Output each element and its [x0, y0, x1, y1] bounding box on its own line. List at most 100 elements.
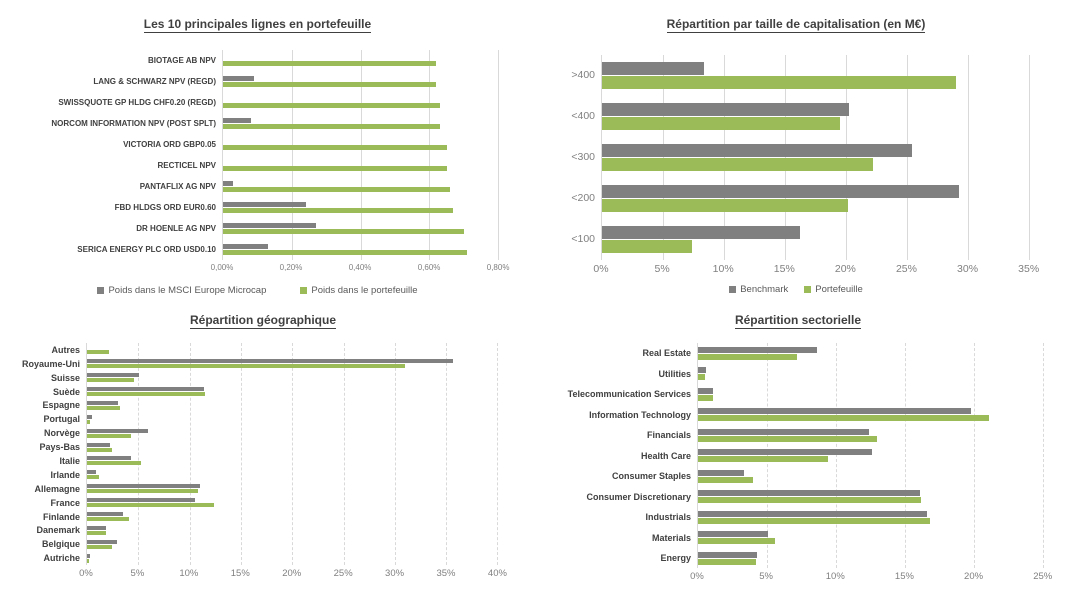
bar-group: [223, 71, 505, 92]
bar-benchmark: [87, 539, 117, 544]
x-axis: 0% 5% 10% 15% 20% 25% 30% 35%: [593, 262, 1047, 276]
category-label: Autriche: [43, 553, 80, 564]
bar-group: [223, 176, 505, 197]
bar-portfolio: [223, 81, 437, 87]
bar-portfolio: [223, 207, 454, 213]
bar-portfolio: [602, 75, 956, 89]
bar-group: [87, 454, 518, 468]
bar-portfolio: [602, 198, 849, 212]
x-tick-label: 5%: [130, 568, 145, 580]
bar-benchmark: [87, 400, 118, 405]
bar-group: [87, 551, 518, 565]
bar-benchmark: [223, 201, 306, 207]
bar-benchmark: [87, 484, 200, 489]
x-tick-label: 20%: [282, 568, 302, 580]
category-axis: Real Estate Utilities Telecommunication Se…: [545, 343, 697, 569]
bar-benchmark: [87, 512, 123, 517]
bar-group: [87, 482, 518, 496]
chart-title: Les 10 principales lignes en portefeuill…: [143, 16, 372, 33]
gridline: [1028, 54, 1030, 260]
legend-swatch-icon: [97, 286, 105, 294]
category-label: SERICA ENERGY PLC ORD USD0.10: [77, 244, 216, 254]
gridline: [904, 342, 906, 569]
category-label: SWISSQUOTE GP HLDG CHF0.20 (REGD): [58, 97, 216, 107]
x-axis: 0% 5% 10% 15% 20% 25%: [690, 571, 1053, 584]
bar-group: [698, 466, 1051, 487]
category-label: Belgique: [41, 539, 80, 550]
x-tick-label: 25%: [895, 262, 917, 275]
x-axis: 0% 5% 10% 15% 20% 25% 30% 35% 40%: [79, 568, 518, 581]
bar-portfolio: [87, 350, 109, 355]
gridline: [292, 342, 294, 566]
x-tick-label: 40%: [487, 568, 507, 580]
category-label: Materials: [651, 532, 691, 543]
bar-group: [223, 218, 505, 239]
chart-sector: Répartition sectorielle Real Estate Utili…: [533, 295, 1067, 591]
bar-group: [87, 440, 518, 454]
bar-portfolio: [87, 364, 406, 369]
bar-portfolio: [698, 497, 922, 504]
bar-group: [698, 527, 1051, 548]
x-tick-label: 35%: [1018, 262, 1040, 275]
legend-item-benchmark: Benchmark: [729, 284, 788, 295]
bar-portfolio: [87, 503, 215, 508]
gridline: [784, 54, 786, 260]
gridline: [240, 342, 242, 566]
gridline: [723, 54, 725, 260]
bar-benchmark: [87, 442, 110, 447]
legend-label: Poids dans le MSCI Europe Microcap: [108, 284, 267, 296]
x-tick-label: 30%: [385, 568, 405, 580]
bar-benchmark: [698, 490, 920, 497]
category-axis: Autres Royaume-Uni Suisse Suède Espagne Portu…: [8, 343, 86, 565]
bar-benchmark: [698, 551, 758, 558]
x-tick-label: 0,40%: [348, 262, 372, 272]
bar-benchmark: [698, 346, 817, 353]
bar-benchmark: [87, 456, 132, 461]
category-label: PANTAFLIX AG NPV: [139, 181, 216, 191]
x-tick-label: 5%: [654, 262, 670, 275]
bar-group: [223, 92, 505, 113]
category-label: Energy: [660, 553, 691, 564]
bar-group: [602, 96, 1047, 137]
category-label: Norvège: [43, 428, 80, 439]
bar-benchmark: [87, 553, 91, 558]
gridline: [291, 49, 293, 260]
bar-group: [87, 468, 518, 482]
bar-group: [698, 384, 1051, 405]
x-tick-label: 0%: [79, 568, 93, 580]
category-label: LANG & SCHWARZ NPV (REGD): [93, 76, 216, 86]
bar-group: [87, 537, 518, 551]
gridline: [973, 342, 975, 569]
category-label: Industrials: [645, 512, 691, 523]
category-label: Real Estate: [642, 348, 691, 359]
category-label: Portugal: [43, 414, 80, 425]
legend-swatch-icon: [804, 285, 812, 293]
x-tick-label: 20%: [964, 571, 984, 583]
bar-portfolio: [87, 558, 90, 563]
x-tick-label: 25%: [1033, 571, 1053, 583]
bar-portfolio: [223, 102, 440, 108]
bar-group: [602, 219, 1047, 260]
plot-area: [86, 342, 518, 566]
gridline: [394, 342, 396, 566]
x-tick-label: 15%: [894, 571, 914, 583]
bar-group: [602, 55, 1047, 96]
bar-portfolio: [223, 165, 447, 171]
plot-area: [222, 49, 505, 260]
bar-benchmark: [698, 449, 872, 456]
gridline: [138, 342, 140, 566]
x-tick-label: 15%: [773, 262, 795, 275]
bar-group: [87, 523, 518, 537]
bar-benchmark: [698, 428, 869, 435]
category-label: Telecommunication Services: [567, 389, 691, 400]
chart-title: Répartition sectorielle: [734, 312, 862, 329]
bar-portfolio: [87, 378, 135, 383]
bar-group: [698, 486, 1051, 507]
bar-group: [223, 113, 505, 134]
legend-label: Portefeuille: [815, 283, 863, 295]
bar-benchmark: [602, 61, 705, 75]
bar-group: [698, 425, 1051, 446]
bar-group: [223, 239, 505, 260]
gridline: [967, 54, 969, 260]
x-tick-label: 10%: [179, 568, 199, 580]
